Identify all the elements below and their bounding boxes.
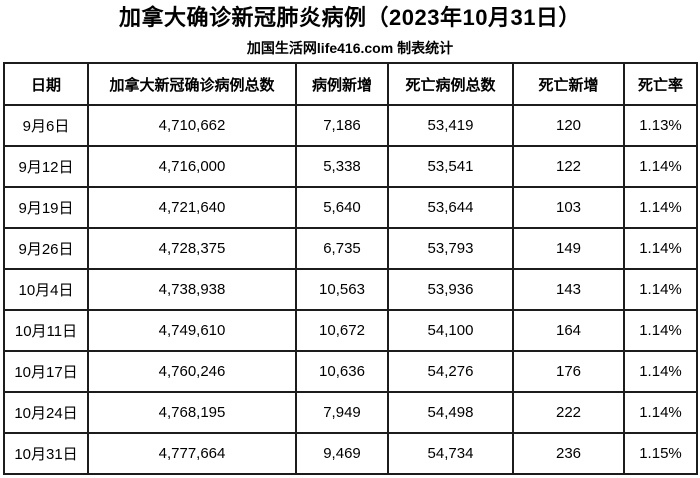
cell-death-rate: 1.14% [623,227,698,270]
cell-new-deaths: 222 [512,391,625,434]
cell-date: 10月24日 [3,391,89,434]
column-header-total-deaths: 死亡病例总数 [387,62,514,106]
column-header-total-cases: 加拿大新冠确诊病例总数 [87,62,297,106]
cell-new-deaths: 122 [512,145,625,188]
cell-date: 10月31日 [3,432,89,475]
cell-new-cases: 9,469 [295,432,389,475]
cell-total-cases: 4,768,195 [87,391,297,434]
cell-new-deaths: 236 [512,432,625,475]
cell-total-deaths: 53,793 [387,227,514,270]
table-row: 9月6日 4,710,662 7,186 53,419 120 1.13% [3,104,698,147]
table-row: 9月19日 4,721,640 5,640 53,644 103 1.14% [3,186,698,229]
cell-total-cases: 4,716,000 [87,145,297,188]
cell-date: 10月11日 [3,309,89,352]
table-row: 10月11日 4,749,610 10,672 54,100 164 1.14% [3,309,698,352]
table-row: 10月4日 4,738,938 10,563 53,936 143 1.14% [3,268,698,311]
cell-death-rate: 1.13% [623,104,698,147]
cell-date: 9月26日 [3,227,89,270]
table-row: 10月17日 4,760,246 10,636 54,276 176 1.14% [3,350,698,393]
column-header-new-cases: 病例新增 [295,62,389,106]
cell-total-deaths: 54,498 [387,391,514,434]
cell-total-deaths: 53,541 [387,145,514,188]
table-header-row: 日期 加拿大新冠确诊病例总数 病例新增 死亡病例总数 死亡新增 死亡率 [3,62,698,106]
cell-death-rate: 1.14% [623,391,698,434]
cell-death-rate: 1.14% [623,145,698,188]
table-row: 10月24日 4,768,195 7,949 54,498 222 1.14% [3,391,698,434]
cell-total-deaths: 53,419 [387,104,514,147]
cell-date: 9月6日 [3,104,89,147]
cell-total-cases: 4,728,375 [87,227,297,270]
page-subtitle: 加国生活网life416.com 制表统计 [246,40,454,56]
covid-stats-table: 日期 加拿大新冠确诊病例总数 病例新增 死亡病例总数 死亡新增 死亡率 9月6日 4,710… [3,62,698,475]
cell-total-cases: 4,749,610 [87,309,297,352]
cell-total-deaths: 53,936 [387,268,514,311]
cell-new-cases: 6,735 [295,227,389,270]
cell-new-deaths: 103 [512,186,625,229]
cell-date: 9月12日 [3,145,89,188]
cell-total-deaths: 54,734 [387,432,514,475]
table-row: 10月31日 4,777,664 9,469 54,734 236 1.15% [3,432,698,475]
cell-total-deaths: 54,100 [387,309,514,352]
column-header-death-rate: 死亡率 [623,62,698,106]
cell-total-cases: 4,710,662 [87,104,297,147]
cell-date: 10月4日 [3,268,89,311]
cell-new-deaths: 149 [512,227,625,270]
cell-date: 10月17日 [3,350,89,393]
cell-new-deaths: 143 [512,268,625,311]
column-header-date: 日期 [3,62,89,106]
cell-new-cases: 5,338 [295,145,389,188]
cell-death-rate: 1.14% [623,186,698,229]
cell-date: 9月19日 [3,186,89,229]
cell-new-cases: 10,563 [295,268,389,311]
cell-total-cases: 4,721,640 [87,186,297,229]
cell-death-rate: 1.14% [623,309,698,352]
cell-total-deaths: 54,276 [387,350,514,393]
table-header: 日期 加拿大新冠确诊病例总数 病例新增 死亡病例总数 死亡新增 死亡率 [3,62,698,106]
cell-new-cases: 10,672 [295,309,389,352]
cell-new-cases: 5,640 [295,186,389,229]
cell-new-cases: 7,186 [295,104,389,147]
cell-new-deaths: 176 [512,350,625,393]
table-body: 9月6日 4,710,662 7,186 53,419 120 1.13% 9月12日 4,7… [3,104,698,475]
cell-death-rate: 1.14% [623,350,698,393]
table-row: 9月12日 4,716,000 5,338 53,541 122 1.14% [3,145,698,188]
column-header-new-deaths: 死亡新增 [512,62,625,106]
cell-new-deaths: 164 [512,309,625,352]
cell-total-cases: 4,760,246 [87,350,297,393]
cell-new-cases: 10,636 [295,350,389,393]
cell-total-cases: 4,777,664 [87,432,297,475]
table-row: 9月26日 4,728,375 6,735 53,793 149 1.14% [3,227,698,270]
cell-death-rate: 1.15% [623,432,698,475]
cell-new-cases: 7,949 [295,391,389,434]
page-title: 加拿大确诊新冠肺炎病例（2023年10月31日） [119,5,581,30]
cell-total-cases: 4,738,938 [87,268,297,311]
cell-death-rate: 1.14% [623,268,698,311]
cell-new-deaths: 120 [512,104,625,147]
cell-total-deaths: 53,644 [387,186,514,229]
